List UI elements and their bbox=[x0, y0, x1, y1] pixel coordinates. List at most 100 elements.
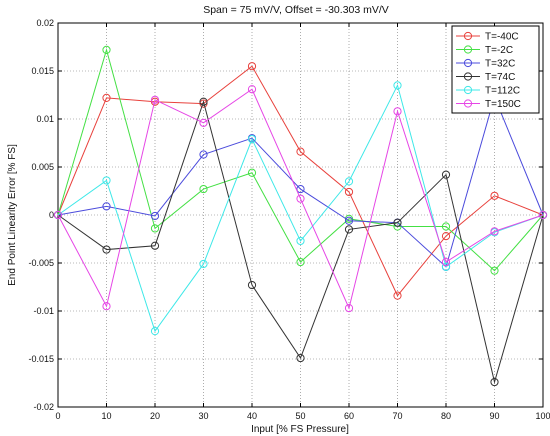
x-tick-label: 100 bbox=[535, 411, 550, 421]
x-tick-label: 40 bbox=[247, 411, 257, 421]
data-point bbox=[490, 377, 499, 387]
data-point bbox=[247, 280, 257, 290]
y-tick-label: 0.02 bbox=[36, 18, 54, 28]
data-point bbox=[441, 232, 451, 241]
data-point bbox=[296, 147, 305, 156]
x-axis-title: Input [% FS Pressure] bbox=[251, 424, 349, 435]
data-point bbox=[490, 227, 499, 236]
data-point bbox=[441, 170, 451, 179]
data-point bbox=[247, 168, 257, 177]
y-tick-label: -0.005 bbox=[28, 258, 54, 268]
data-point bbox=[344, 225, 354, 234]
data-point bbox=[393, 218, 402, 227]
data-point bbox=[490, 191, 499, 200]
series-line bbox=[57, 99, 544, 385]
data-point bbox=[102, 93, 111, 102]
tick-layer: 0 10 20 30 40 50 60 70 80 90 100 -0.02 -0.015 -0.01 -0… bbox=[28, 18, 550, 421]
legend-label: T=32C bbox=[485, 59, 515, 70]
x-tick-label: 0 bbox=[55, 411, 60, 421]
data-point bbox=[102, 176, 111, 185]
legend-label: T=-2C bbox=[485, 45, 513, 56]
x-tick-label: 90 bbox=[489, 411, 499, 421]
legend: T=-40C T=-2C T=32C T=74C T=112C T=150C bbox=[451, 25, 540, 114]
x-tick-label: 50 bbox=[295, 411, 305, 421]
y-tick-label: 0.005 bbox=[31, 162, 54, 172]
data-point bbox=[102, 245, 111, 254]
legend-swatch-marker bbox=[463, 31, 473, 41]
data-point bbox=[150, 95, 160, 104]
y-tick-label: 0.015 bbox=[31, 66, 54, 76]
data-point bbox=[199, 118, 208, 127]
data-point bbox=[441, 257, 451, 267]
data-point bbox=[441, 222, 451, 231]
x-tick-label: 60 bbox=[344, 411, 354, 421]
series-line bbox=[57, 88, 544, 310]
data-point bbox=[344, 187, 354, 197]
data-point bbox=[150, 327, 160, 336]
legend-label: T=74C bbox=[485, 72, 515, 83]
legend-box bbox=[451, 25, 540, 114]
data-point bbox=[53, 210, 63, 220]
data-point bbox=[296, 194, 305, 203]
data-point bbox=[247, 85, 257, 94]
data-point bbox=[393, 291, 402, 300]
legend-label: T=-40C bbox=[485, 32, 519, 43]
y-tick-label: -0.01 bbox=[33, 306, 54, 316]
data-point bbox=[247, 135, 257, 144]
legend-swatch-marker bbox=[463, 45, 473, 54]
data-point bbox=[150, 211, 160, 221]
x-tick-label: 70 bbox=[392, 411, 402, 421]
legend-label: T=150C bbox=[485, 99, 521, 110]
series-4 bbox=[53, 97, 548, 387]
series-line bbox=[57, 65, 544, 297]
x-tick-label: 80 bbox=[441, 411, 451, 421]
legend-swatch-marker bbox=[463, 99, 473, 108]
y-tick-label: 0 bbox=[49, 210, 54, 220]
data-point bbox=[344, 177, 354, 186]
data-point bbox=[296, 184, 305, 194]
series-layer bbox=[53, 45, 548, 387]
data-point bbox=[344, 304, 354, 313]
legend-entry: T=112C bbox=[456, 86, 520, 97]
data-point bbox=[150, 241, 160, 250]
legend-entry: T=74C bbox=[456, 72, 515, 83]
data-point bbox=[344, 216, 354, 225]
y-tick-label: -0.015 bbox=[28, 354, 54, 364]
chart-title: Span = 75 mV/V, Offset = -30.303 mV/V bbox=[203, 4, 389, 16]
data-point bbox=[199, 150, 208, 159]
data-point bbox=[199, 184, 208, 194]
series-6 bbox=[53, 85, 548, 313]
series-line bbox=[57, 95, 544, 268]
legend-swatch-marker bbox=[463, 85, 473, 95]
legend-swatch-marker bbox=[463, 58, 473, 68]
data-point bbox=[393, 81, 402, 90]
legend-entry: T=150C bbox=[456, 99, 521, 110]
data-point bbox=[296, 236, 305, 246]
x-tick-label: 20 bbox=[150, 411, 160, 421]
y-tick-label: -0.02 bbox=[33, 402, 54, 412]
data-point bbox=[102, 302, 111, 311]
x-tick-label: 30 bbox=[198, 411, 208, 421]
series-line bbox=[57, 84, 544, 333]
legend-entry: T=-40C bbox=[456, 32, 519, 43]
x-tick-label: 10 bbox=[101, 411, 111, 421]
data-point bbox=[102, 45, 111, 54]
data-point bbox=[441, 262, 451, 271]
data-point bbox=[199, 259, 208, 269]
data-point bbox=[393, 107, 402, 116]
data-point bbox=[102, 202, 111, 211]
data-point bbox=[538, 210, 548, 220]
data-point bbox=[199, 97, 208, 106]
data-point bbox=[247, 62, 257, 71]
legend-swatch-marker bbox=[463, 72, 473, 81]
data-point bbox=[296, 353, 305, 363]
data-point bbox=[150, 224, 160, 233]
legend-entry: T=-2C bbox=[456, 45, 513, 56]
data-point bbox=[490, 266, 499, 275]
legend-label: T=112C bbox=[485, 86, 520, 97]
y-tick-label: 0.01 bbox=[36, 114, 54, 124]
data-point bbox=[296, 257, 305, 267]
y-axis-title: End Point Linearity Error [% FS] bbox=[7, 144, 18, 286]
